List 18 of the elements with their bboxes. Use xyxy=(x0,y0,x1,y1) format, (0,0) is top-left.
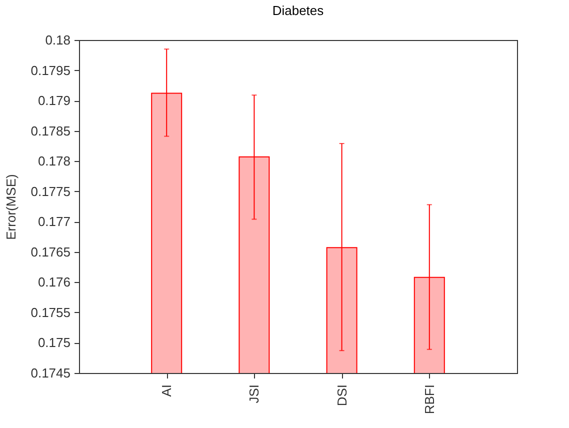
x-tick-label: RBFI xyxy=(422,384,437,414)
y-tick-label: 0.177 xyxy=(38,214,70,230)
y-tick-label: 0.18 xyxy=(45,32,70,48)
x-tick-label: DSI xyxy=(334,384,350,406)
y-tick-label: 0.1795 xyxy=(30,62,70,78)
y-axis-title: Error(MSE) xyxy=(4,174,19,240)
y-tick-label: 0.1775 xyxy=(30,184,70,199)
chart-title: Diabetes xyxy=(272,3,324,18)
y-tick-label: 0.176 xyxy=(38,274,70,290)
y-tick-label: 0.1755 xyxy=(30,304,70,320)
y-tick-label: 0.178 xyxy=(38,154,70,169)
y-tick-label: 0.1785 xyxy=(30,123,70,138)
x-tick-label: AI xyxy=(159,384,174,397)
y-tick-label: 0.1745 xyxy=(30,366,70,380)
y-tick-label: 0.179 xyxy=(38,93,70,108)
y-tick-label: 0.1765 xyxy=(30,244,70,260)
x-tick-label: JSI xyxy=(246,384,262,404)
y-tick-label: 0.175 xyxy=(38,335,70,350)
